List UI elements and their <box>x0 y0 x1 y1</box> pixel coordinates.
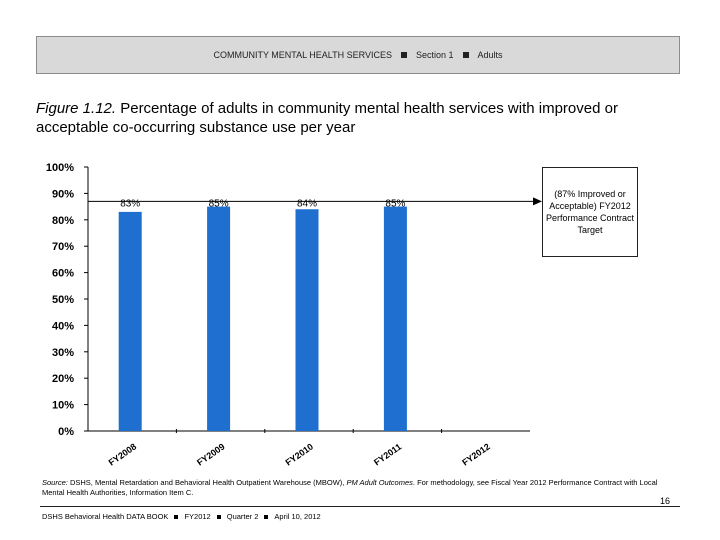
square-bullet-icon <box>264 514 269 519</box>
figure-title: Figure 1.12. Percentage of adults in com… <box>36 99 676 137</box>
square-bullet-icon <box>462 52 469 58</box>
source-report: PM Adult Outcomes <box>346 478 413 487</box>
footer-book: DSHS Behavioral Health DATA BOOK <box>42 512 169 521</box>
bar-chart: 0% 10% 20% 30% 40% 50% 60% 70% 80% 90% 100% 83% FY20… <box>46 162 542 468</box>
y-tick-label: 70% <box>52 241 74 253</box>
y-tick-label: 80% <box>52 215 74 227</box>
footer-year: FY2012 <box>184 512 211 521</box>
figure-title-text: Percentage of adults in community mental… <box>36 100 618 136</box>
target-box: (87% Improved or Acceptable) FY2012 Perf… <box>542 167 638 257</box>
data-label: 83% <box>120 198 140 209</box>
x-tick-label: FY2008 <box>107 441 139 467</box>
source-label: Source: <box>42 478 68 487</box>
y-tick-label: 40% <box>52 320 74 332</box>
bar <box>118 211 142 431</box>
arrowhead-icon <box>533 197 542 206</box>
y-tick-label: 30% <box>52 347 74 359</box>
x-tick-label: FY2010 <box>283 441 315 467</box>
source-text: DSHS, Mental Retardation and Behavioral … <box>69 478 345 487</box>
bar <box>295 209 319 431</box>
square-bullet-icon <box>174 514 179 519</box>
footer-quarter: Quarter 2 <box>226 512 259 521</box>
target-text: (87% Improved or Acceptable) FY2012 Perf… <box>545 189 635 235</box>
y-tick-label: 90% <box>52 188 74 200</box>
square-bullet-icon <box>216 514 221 519</box>
header-topic: Adults <box>477 50 503 60</box>
data-label: 85% <box>209 198 229 209</box>
bar <box>207 206 231 431</box>
header-section: Section 1 <box>415 50 454 60</box>
footer-date: April 10, 2012 <box>274 512 321 521</box>
header-title: COMMUNITY MENTAL HEALTH SERVICES <box>213 50 392 60</box>
figure-label: Figure 1.12. <box>36 100 117 117</box>
source-note: Source: DSHS, Mental Retardation and Beh… <box>42 478 682 498</box>
x-tick-label: FY2011 <box>372 442 403 468</box>
page-number: 16 <box>660 496 671 506</box>
header-band: COMMUNITY MENTAL HEALTH SERVICES Section… <box>36 36 680 74</box>
y-tick-label: 60% <box>52 268 74 280</box>
x-tick-label: FY2012 <box>460 441 492 467</box>
y-tick-label: 20% <box>52 373 74 385</box>
footer-rule <box>40 506 680 507</box>
data-label: 85% <box>385 198 405 209</box>
square-bullet-icon <box>400 52 407 58</box>
y-tick-label: 10% <box>52 400 74 412</box>
data-label: 84% <box>297 198 317 209</box>
x-tick-label: FY2009 <box>195 441 227 467</box>
y-tick-label: 50% <box>52 294 74 306</box>
bar <box>383 206 407 431</box>
y-tick-label: 100% <box>46 162 74 174</box>
source-text-2: . For methodology, see Fiscal Year 2012 … <box>42 478 658 497</box>
y-tick-label: 0% <box>58 426 74 438</box>
footer: DSHS Behavioral Health DATA BOOK FY2012 … <box>42 512 321 521</box>
